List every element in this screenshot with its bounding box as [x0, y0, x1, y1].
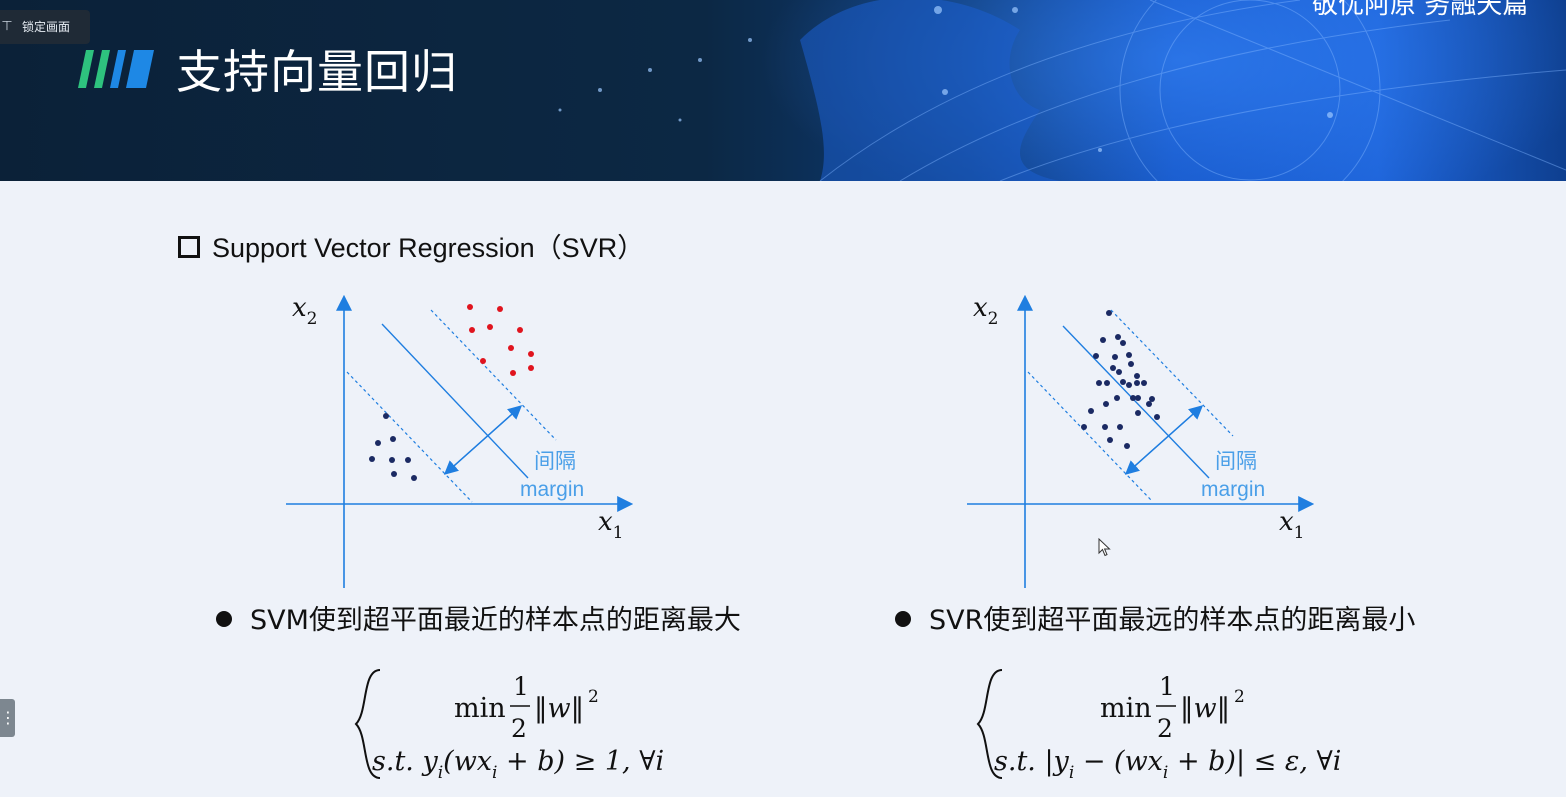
margin-label-en: margin: [520, 478, 584, 501]
banner-decoration: [558, 0, 1566, 181]
formula-num: 1: [1159, 672, 1175, 701]
margin-boundary-upper: [1110, 309, 1234, 437]
x-axis-label: x: [1279, 507, 1294, 537]
y-axis-label: x: [973, 293, 988, 323]
svg-text:x2: x2: [973, 293, 999, 329]
svg-text:x2: x2: [292, 293, 318, 329]
svg-text:x1: x1: [598, 507, 624, 543]
formula-norm: ‖w‖: [1180, 693, 1230, 724]
navy-points: [369, 413, 417, 481]
formula-den: 2: [511, 714, 527, 743]
bullet-dot-icon: [895, 611, 911, 627]
svr-formula: min 1 2 ‖w‖ 2 s.t. |yi − (wxi + b)| ≤ ε,…: [976, 669, 1341, 783]
constraint-end: + b) ≥ 1, ∀i: [497, 746, 664, 777]
formula-den: 2: [1157, 714, 1173, 743]
y-axis-sub: 2: [307, 309, 318, 329]
svr-bullet-text: SVR使到超平面最远的样本点的距离最小: [929, 605, 1416, 636]
svm-bullet: SVM使到超平面最近的样本点的距离最大: [216, 598, 741, 637]
margin-arrow-down: [1124, 406, 1202, 475]
formula-num: 1: [513, 672, 529, 701]
margin-boundary-upper: [430, 309, 557, 441]
header-banner: ⊤ 锁定画面 支持向量回归 敬优阿原 务融天篇: [0, 0, 1566, 181]
svm-bullet-text: SVM使到超平面最近的样本点的距离最大: [250, 605, 741, 636]
y-axis-sub: 2: [988, 309, 999, 329]
svg-text:s.t. yi(wxi + b) ≥ 1, ∀i: s.t. yi(wxi + b) ≥ 1, ∀i: [372, 746, 664, 783]
svr-bullet: SVR使到超平面最远的样本点的距离最小: [895, 598, 1415, 637]
svg-text:s.t. |yi − (wxi + b)| ≤ ε, ∀i: s.t. |yi − (wxi + b)| ≤ ε, ∀i: [994, 746, 1341, 783]
margin-label-cn: 间隔: [534, 449, 576, 473]
constraint-mid: (wx: [443, 746, 492, 777]
margin-label-cn: 间隔: [1215, 449, 1257, 473]
constraint-sub: i: [1069, 763, 1074, 783]
constraint-mid: − (wx: [1074, 746, 1163, 777]
brand-text: 敬优阿原 务融天篇: [1312, 0, 1529, 20]
constraint-start: s.t. |y: [994, 746, 1070, 777]
formula-sq: 2: [1234, 687, 1245, 707]
y-axis-label: x: [292, 293, 307, 323]
lock-screen-label: 锁定画面: [22, 20, 71, 34]
formula-norm: ‖w‖: [534, 693, 584, 724]
constraint-sub2: i: [492, 763, 497, 783]
svm-formula: min 1 2 ‖w‖ 2 s.t. yi(wxi + b) ≥ 1, ∀i: [354, 669, 664, 783]
formula-min: min: [454, 693, 506, 724]
pin-icon: ⊤: [1, 19, 13, 34]
svg-text:x1: x1: [1279, 507, 1305, 543]
section-subtitle: Support Vector Regression（SVR）: [178, 226, 644, 265]
formula-min: min: [1100, 693, 1152, 724]
margin-arrow-down: [443, 406, 521, 475]
bullet-dot-icon: [216, 611, 232, 627]
hyperplane-line: [1062, 325, 1210, 479]
margin-boundary-lower: [346, 371, 473, 503]
constraint-sub2: i: [1163, 763, 1168, 783]
constraint-sub: i: [438, 763, 443, 783]
x-axis-label: x: [598, 507, 613, 537]
hyperplane-line: [381, 323, 529, 479]
navy-points: [1081, 310, 1160, 449]
mouse-cursor-icon: [1098, 538, 1111, 557]
subtitle-text: Support Vector Regression（SVR）: [212, 233, 645, 263]
constraint-end: + b)| ≤ ε, ∀i: [1168, 746, 1341, 777]
x-axis-sub: 1: [613, 523, 624, 543]
svr-diagram: x2 x1 间隔 margin: [967, 293, 1315, 588]
title-slashes-icon: [78, 50, 154, 88]
svm-diagram: x2 x1 间隔 margin: [286, 293, 634, 588]
margin-label-en: margin: [1201, 478, 1265, 501]
formula-sq: 2: [588, 687, 599, 707]
lock-screen-button[interactable]: ⊤ 锁定画面: [0, 10, 90, 44]
margin-boundary-lower: [1027, 371, 1152, 501]
red-points: [467, 304, 534, 376]
x-axis-sub: 1: [1294, 523, 1305, 543]
page-title: 支持向量回归: [176, 45, 458, 99]
menu-handle-icon[interactable]: ⋮: [0, 699, 16, 737]
constraint-start: s.t. y: [372, 746, 438, 777]
checkbox-square-icon: [178, 235, 200, 258]
